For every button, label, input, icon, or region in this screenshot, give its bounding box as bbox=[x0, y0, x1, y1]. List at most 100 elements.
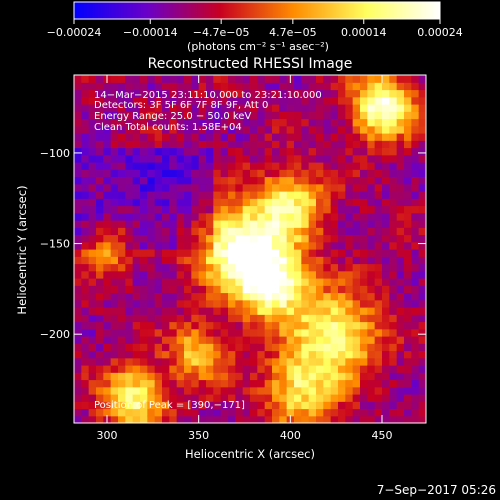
heatmap-cell bbox=[88, 285, 97, 294]
heatmap-cell bbox=[242, 169, 251, 178]
heatmap-cell bbox=[169, 307, 178, 315]
heatmap-cell bbox=[272, 263, 280, 272]
heatmap-cell bbox=[242, 154, 251, 163]
heatmap-cell bbox=[169, 183, 178, 192]
heatmap-cell bbox=[264, 372, 273, 381]
heatmap-cell bbox=[411, 147, 420, 156]
heatmap-cell bbox=[272, 343, 280, 352]
heatmap-cell bbox=[367, 379, 376, 388]
heatmap-cell bbox=[396, 285, 405, 294]
heatmap-cell bbox=[338, 328, 346, 337]
heatmap-cell bbox=[323, 111, 332, 120]
heatmap-cell bbox=[74, 147, 82, 156]
heatmap-cell bbox=[118, 357, 126, 366]
heatmap-cell bbox=[213, 220, 222, 228]
heatmap-cell bbox=[411, 256, 420, 265]
heatmap-cell bbox=[418, 365, 426, 373]
heatmap-cell bbox=[264, 133, 273, 141]
heatmap-cell bbox=[418, 256, 426, 265]
heatmap-cell bbox=[110, 82, 119, 91]
heatmap-cell bbox=[110, 270, 119, 279]
heatmap-cell bbox=[352, 140, 361, 149]
heatmap-cell bbox=[81, 307, 90, 315]
heatmap-cell bbox=[169, 270, 178, 279]
heatmap-cell bbox=[125, 118, 134, 127]
heatmap-cell bbox=[264, 343, 273, 352]
heatmap-cell bbox=[352, 357, 361, 366]
heatmap-cell bbox=[191, 183, 200, 192]
heatmap-cell bbox=[360, 89, 368, 98]
heatmap-cell bbox=[389, 365, 398, 373]
heatmap-cell bbox=[213, 365, 222, 373]
heatmap-cell bbox=[382, 394, 390, 402]
heatmap-cell bbox=[316, 299, 324, 308]
colorbar-units: (photons cm⁻² s⁻¹ asec⁻²) bbox=[187, 40, 329, 53]
heatmap-cell bbox=[250, 104, 258, 112]
heatmap-cell bbox=[176, 118, 185, 127]
heatmap-cell bbox=[352, 205, 361, 214]
heatmap-cell bbox=[162, 336, 170, 344]
heatmap-cell bbox=[191, 263, 200, 272]
heatmap-cell bbox=[206, 270, 214, 279]
heatmap-cell bbox=[132, 357, 141, 366]
heatmap-cell bbox=[147, 379, 156, 388]
heatmap-cell bbox=[176, 162, 185, 170]
heatmap-cell bbox=[279, 220, 288, 228]
heatmap-cell bbox=[198, 263, 207, 272]
heatmap-cell bbox=[330, 118, 339, 127]
colorbar-tick-label: 0.00024 bbox=[417, 26, 463, 39]
heatmap-cell bbox=[360, 220, 368, 228]
heatmap-cell bbox=[213, 227, 222, 236]
heatmap-cell bbox=[396, 336, 405, 344]
heatmap-cell bbox=[323, 307, 332, 315]
heatmap-cell bbox=[132, 212, 141, 221]
heatmap-cell bbox=[338, 394, 346, 402]
heatmap-cell bbox=[257, 154, 266, 163]
heatmap-cell bbox=[396, 292, 405, 301]
heatmap-cell bbox=[125, 299, 134, 308]
heatmap-cell bbox=[257, 292, 266, 301]
heatmap-cell bbox=[257, 140, 266, 149]
heatmap-cell bbox=[323, 154, 332, 163]
heatmap-cell bbox=[418, 220, 426, 228]
heatmap-cell bbox=[132, 234, 141, 243]
heatmap-cell bbox=[213, 154, 222, 163]
heatmap-cell bbox=[389, 285, 398, 294]
heatmap-cell bbox=[198, 357, 207, 366]
heatmap-cell bbox=[88, 111, 97, 120]
heatmap-cell bbox=[220, 328, 229, 337]
heatmap-cell bbox=[338, 125, 346, 134]
heatmap-cell bbox=[198, 365, 207, 373]
heatmap-cell bbox=[279, 118, 288, 127]
heatmap-cell bbox=[118, 328, 126, 337]
heatmap-cell bbox=[250, 357, 258, 366]
heatmap-cell bbox=[272, 350, 280, 359]
heatmap-cell bbox=[294, 133, 302, 141]
heatmap-cell bbox=[352, 96, 361, 105]
heatmap-cell bbox=[96, 292, 104, 301]
heatmap-cell bbox=[220, 191, 229, 199]
heatmap-cell bbox=[294, 256, 302, 265]
heatmap-cell bbox=[74, 198, 82, 207]
heatmap-cell bbox=[176, 133, 185, 141]
heatmap-cell bbox=[250, 183, 258, 192]
heatmap-cell bbox=[228, 133, 236, 141]
heatmap-cell bbox=[323, 278, 332, 286]
heatmap-cell bbox=[140, 328, 148, 337]
heatmap-cell bbox=[235, 285, 244, 294]
heatmap-cell bbox=[242, 147, 251, 156]
heatmap-cell bbox=[418, 379, 426, 388]
heatmap-cell bbox=[396, 111, 405, 120]
heatmap-cell bbox=[294, 147, 302, 156]
heatmap-cell bbox=[140, 147, 148, 156]
heatmap-cell bbox=[294, 372, 302, 381]
heatmap-cell bbox=[228, 270, 236, 279]
heatmap-cell bbox=[206, 401, 214, 410]
heatmap-cell bbox=[96, 198, 104, 207]
heatmap-cell bbox=[250, 198, 258, 207]
heatmap-cell bbox=[360, 96, 368, 105]
heatmap-cell bbox=[125, 234, 134, 243]
heatmap-cell bbox=[367, 183, 376, 192]
heatmap-cell bbox=[250, 401, 258, 410]
heatmap-cell bbox=[257, 169, 266, 178]
